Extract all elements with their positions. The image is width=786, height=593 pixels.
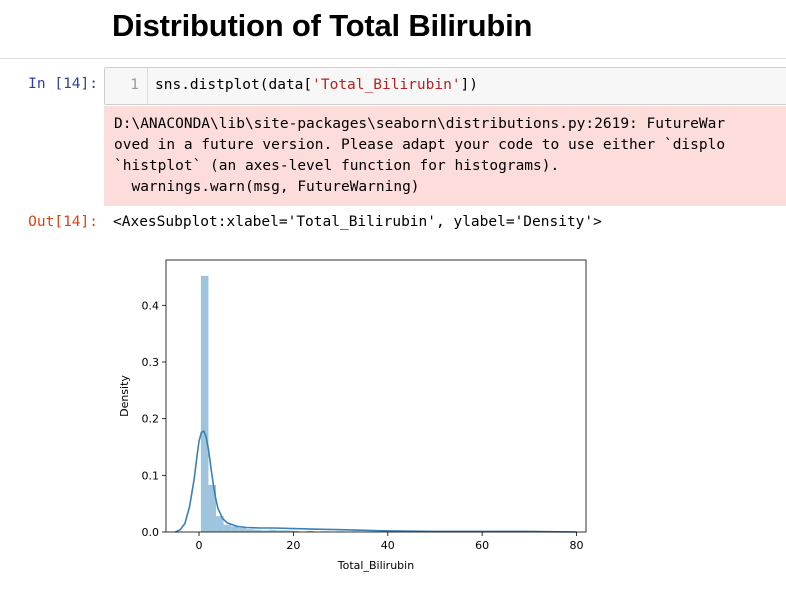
page-title: Distribution of Total Bilirubin <box>112 8 533 43</box>
x-tick-label: 80 <box>570 539 584 552</box>
histogram-bar <box>283 530 292 532</box>
stderr-text: D:\ANACONDA\lib\site-packages\seaborn\di… <box>104 106 786 198</box>
stderr-line: oved in a future version. Please adapt y… <box>114 137 726 153</box>
stderr-output: D:\ANACONDA\lib\site-packages\seaborn\di… <box>104 106 786 206</box>
x-axis-label: Total_Bilirubin <box>337 559 414 572</box>
heading-divider <box>0 58 786 59</box>
code-prefix: sns.distplot(data[ <box>155 77 313 93</box>
code-suffix: ]) <box>460 77 479 93</box>
kde-line <box>175 430 577 533</box>
histogram-bar <box>291 530 300 532</box>
histogram-bar <box>208 484 217 532</box>
code-cell[interactable]: 1 sns.distplot(data['Total_Bilirubin']) <box>104 67 786 105</box>
output-prompt: Out[14]: <box>28 214 98 230</box>
stderr-line: `histplot` (an axes-level function for h… <box>114 158 560 174</box>
histogram-bar <box>306 530 315 532</box>
code-editor[interactable]: sns.distplot(data['Total_Bilirubin']) <box>155 77 478 93</box>
code-string-literal: 'Total_Bilirubin' <box>312 77 461 93</box>
x-tick-label: 0 <box>196 539 203 552</box>
histogram-bar <box>246 529 254 532</box>
axes-frame <box>165 259 587 533</box>
line-number: 1 <box>130 77 139 93</box>
x-tick-label: 20 <box>286 539 300 552</box>
x-tick-label: 40 <box>381 539 395 552</box>
x-tick-label: 60 <box>475 539 489 552</box>
y-tick-label: 0.3 <box>142 356 160 369</box>
distplot-chart: 0 20 40 60 80 0.0 0.1 0.2 0.3 0.4 Total_Bilirubin D… <box>118 259 587 572</box>
y-tick-label: 0.4 <box>142 299 160 312</box>
histogram-bar <box>276 530 284 532</box>
output-repr: <AxesSubplot:xlabel='Total_Bilirubin', y… <box>113 214 602 230</box>
y-axis-label: Density <box>118 375 131 417</box>
histogram-bar <box>231 526 239 532</box>
histogram-bar <box>200 275 209 532</box>
stderr-line: D:\ANACONDA\lib\site-packages\seaborn\di… <box>114 116 726 132</box>
histogram-bar <box>268 529 277 532</box>
histogram-bar <box>238 528 247 532</box>
line-number-gutter: 1 <box>105 68 148 104</box>
y-tick-label: 0.2 <box>142 413 160 426</box>
histogram-bar <box>223 524 232 532</box>
stderr-line: warnings.warn(msg, FutureWarning) <box>114 179 420 195</box>
histogram-bar <box>253 529 262 532</box>
histogram-bar <box>261 530 269 532</box>
input-prompt: In [14]: <box>28 76 98 92</box>
histogram-bar <box>216 516 224 532</box>
y-tick-label: 0.1 <box>142 469 160 482</box>
y-tick-label: 0.0 <box>142 526 160 539</box>
